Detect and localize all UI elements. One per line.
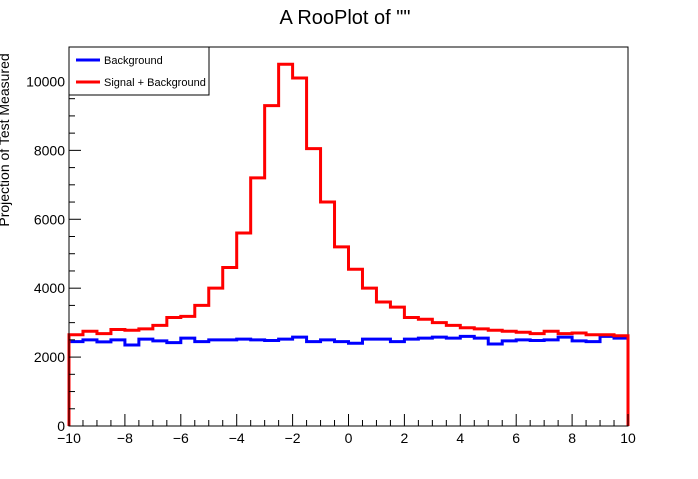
y-tick-label: 10000 [26,73,65,89]
x-tick-label: −6 [173,430,189,446]
x-tick-label: −4 [229,430,245,446]
y-tick-label: 0 [57,418,65,434]
x-tick-label: −2 [285,430,301,446]
x-tick-label: 6 [512,430,520,446]
series-layer [67,62,630,426]
y-tick-label: 2000 [34,349,65,365]
series-line-signal-background [67,62,630,426]
plot-area [68,46,629,427]
x-tick-label: 0 [345,430,353,446]
legend-label-signal-background: Signal + Background [104,77,206,89]
legend-label-background: Background [104,55,163,67]
x-tick-label: 8 [568,430,576,446]
series-line-background [67,334,630,426]
y-axis-label: Projection of Test Measured [0,53,12,226]
plot-frame [68,46,629,427]
y-tick-label: 4000 [34,280,65,296]
x-tick-label: 4 [456,430,464,446]
axes-layer: −10 −8 −6 −4 −2 0 2 4 6 8 10 0 2000 4000 6000 8000 10000 [26,46,636,446]
x-tick-label: 10 [620,430,636,446]
x-tick-label: 2 [401,430,409,446]
x-tick-label: −10 [57,430,81,446]
legend-box [68,46,210,96]
chart-title: A RooPlot of "" [280,7,411,29]
y-tick-label: 8000 [34,142,65,158]
legend: Background Signal + Background [68,46,210,96]
x-tick-label: −8 [117,430,133,446]
y-tick-label: 6000 [34,211,65,227]
